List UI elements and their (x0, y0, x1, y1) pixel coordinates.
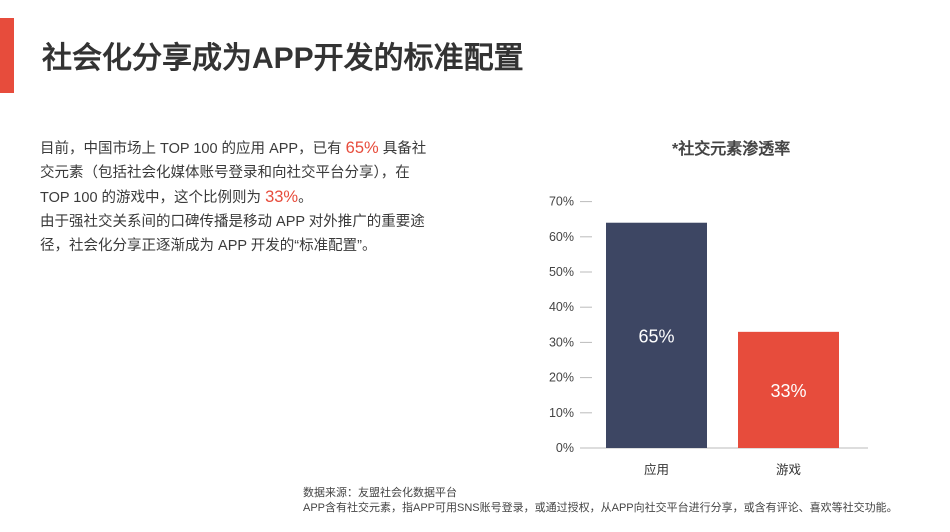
y-tick-label: 50% (549, 265, 574, 279)
paragraph-1-text-b: 具备社交元素（包括社会化媒体账号登录和向社交平台分享），在 TOP 100 的游… (40, 141, 427, 206)
page-title: 社会化分享成为APP开发的标准配置 (42, 42, 524, 75)
source-line-2: APP含有社交元素，指APP可用SNS账号登录，或通过授权，从APP向社交平台进… (303, 502, 898, 514)
bar-value-label: 65% (638, 326, 674, 346)
paragraph-1-text-c: 。 (298, 190, 313, 206)
x-category-label: 应用 (644, 462, 669, 477)
source-line-1: 数据来源：友盟社会化数据平台 (303, 487, 457, 499)
chart-title: *社交元素渗透率 (672, 141, 791, 158)
source-note: 数据来源：友盟社会化数据平台 APP含有社交元素，指APP可用SNS账号登录，或… (303, 486, 898, 516)
bar-chart: 0% 10% 20% 30% 40% 50% 60% 70% 65% 应用 33% 游戏 (549, 195, 868, 477)
bar-2 (738, 331, 839, 448)
paragraph-2: 由于强社交关系间的口碑传播是移动 APP 对外推广的重要途径，社会化分享正逐渐成… (40, 214, 425, 254)
y-tick-label: 70% (549, 195, 574, 209)
paragraph-1: 目前，中国市场上 TOP 100 的应用 APP，已有 65% 具备社交元素（包… (40, 136, 440, 210)
y-tick-label: 10% (549, 406, 574, 420)
highlight-game-percent: 33% (265, 188, 299, 206)
x-category-label: 游戏 (776, 463, 801, 477)
paragraph-1-text-a: 目前，中国市场上 TOP 100 的应用 APP，已有 (40, 141, 346, 157)
y-tick-label: 40% (549, 300, 574, 314)
title-accent-bar (0, 18, 14, 93)
y-tick-label: 0% (556, 441, 574, 455)
y-tick-label: 20% (549, 371, 574, 385)
highlight-app-percent: 65% (345, 139, 379, 157)
bar-1 (606, 222, 707, 448)
y-tick-label: 60% (549, 230, 574, 244)
body-text: 目前，中国市场上 TOP 100 的应用 APP，已有 65% 具备社交元素（包… (40, 136, 440, 258)
bar-value-label: 33% (770, 381, 806, 401)
y-tick-label: 30% (549, 335, 574, 349)
